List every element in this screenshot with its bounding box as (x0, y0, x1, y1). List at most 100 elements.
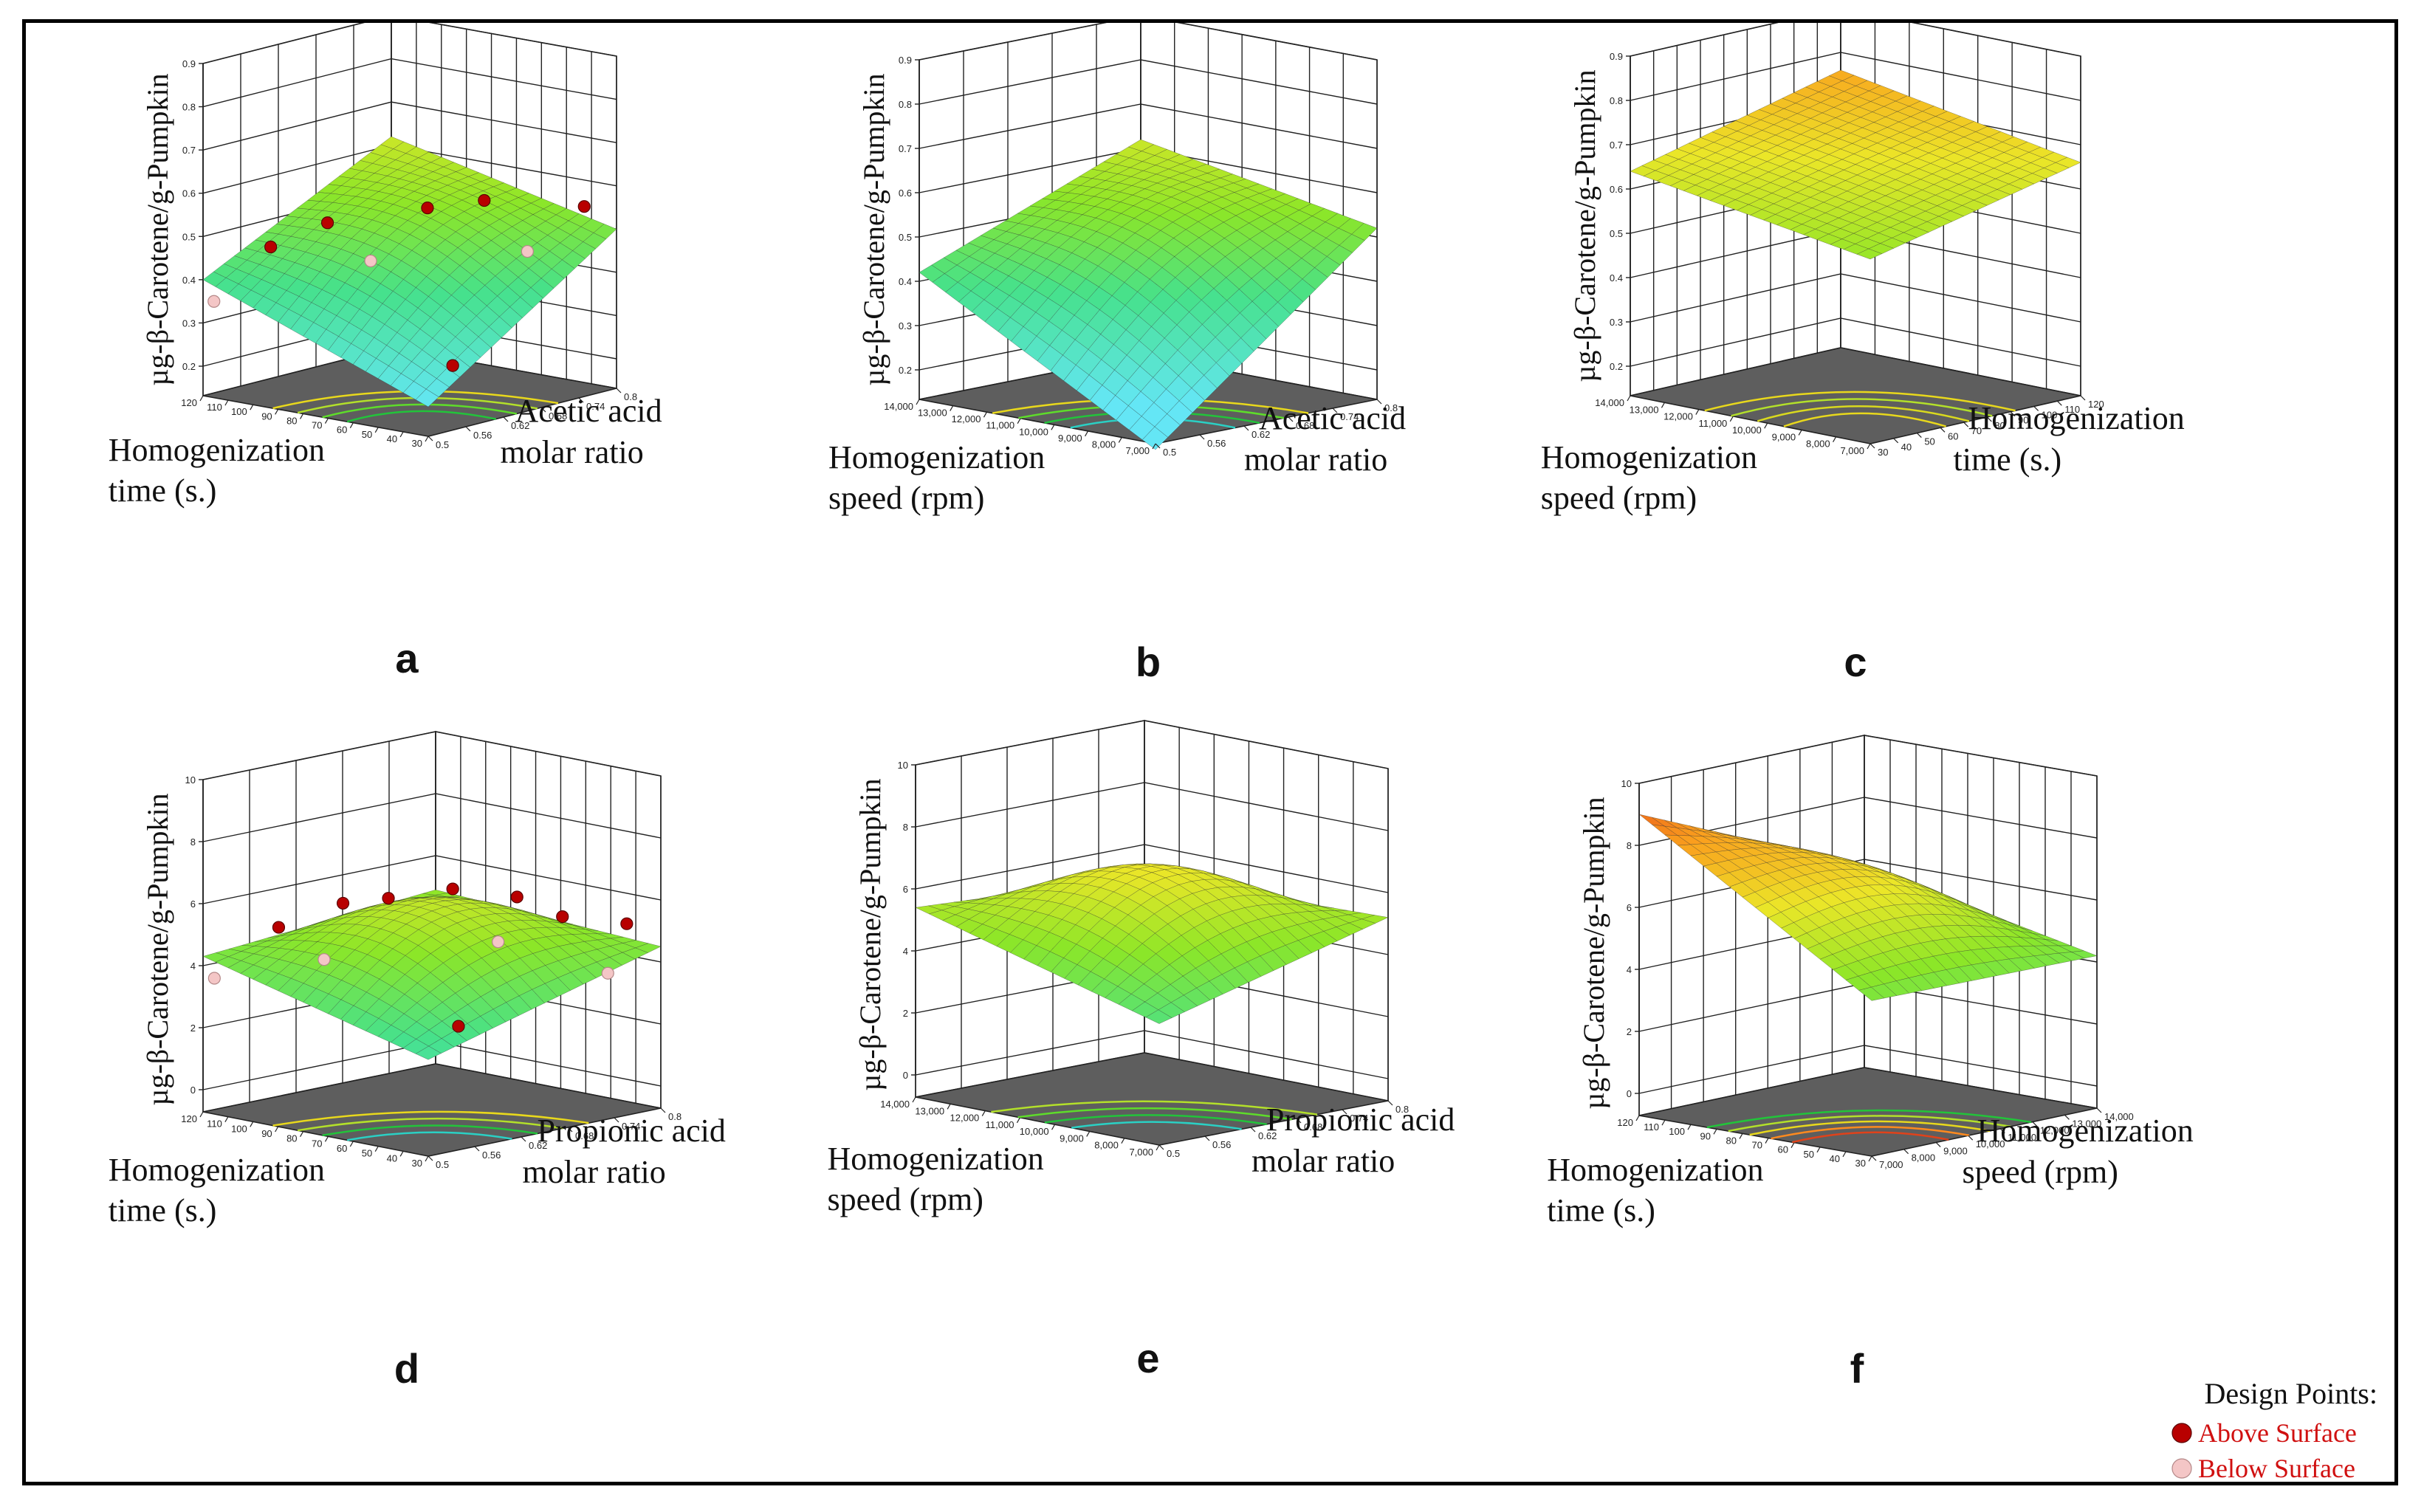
right-axis-tick (503, 416, 509, 422)
z-axis-title: µg-β-Carotene/g-Pumpkin (1568, 69, 1601, 382)
panel-b: 0.2 0.3 0.4 0.5 0.6 0.7 0.8 0.9 7,000 8,000 9,000 1… (828, 23, 1406, 685)
design-point-above (336, 896, 350, 910)
right-axis-tick-label: 0.8 (668, 1111, 681, 1122)
z-axis-title: µg-β-Carotene/g-Pumpkin (141, 73, 174, 385)
contour-line (1706, 1109, 2032, 1129)
surface-cell (1858, 986, 1885, 1001)
right-axis-title: molar ratio (501, 434, 644, 470)
left-axis-title: speed (rpm) (828, 480, 984, 516)
left-axis-tick-label: 60 (337, 425, 347, 436)
right-axis-tick-label: 10,000 (1976, 1138, 2005, 1150)
right-axis-tick-label: 100 (2042, 409, 2058, 420)
left-axis-tick (1729, 416, 1734, 422)
left-axis-tick (1798, 430, 1802, 436)
left-axis-title: Homogenization (1541, 439, 1757, 475)
contour-line (1792, 1131, 1949, 1144)
left-axis-tick (1051, 1124, 1056, 1130)
left-axis-tick-label: 14,000 (880, 1099, 910, 1110)
left-axis-tick (349, 1141, 354, 1147)
left-axis-tick-label: 110 (207, 402, 222, 413)
z-axis-title: µg-β-Carotene/g-Pumpkin (1577, 797, 1610, 1109)
left-axis-tick (1661, 1119, 1666, 1126)
right-axis-tick (1155, 443, 1161, 449)
right-axis-tick-label: 110 (2064, 404, 2080, 415)
right-axis-tick (540, 407, 546, 413)
left-axis-tick (1627, 395, 1631, 402)
contour-line (1728, 1115, 2011, 1133)
right-axis-tick-label: 0.5 (1163, 447, 1176, 458)
right-axis-tick (1903, 1149, 1909, 1155)
left-axis-tick-label: 70 (1752, 1140, 1762, 1151)
left-axis-tick (199, 1111, 204, 1118)
right-axis-tick-label: 0.5 (436, 1159, 449, 1170)
left-axis-tick-label: 7,000 (1129, 1147, 1153, 1158)
right-axis-tick (578, 397, 584, 403)
right-axis-tick (614, 1117, 619, 1123)
surface-cell (415, 1045, 442, 1060)
left-axis-tick-label: 120 (1617, 1117, 1633, 1128)
right-axis-title: Propionic acid (1266, 1102, 1455, 1138)
right-axis-title: time (s.) (1954, 441, 2062, 478)
right-axis-tick-label: 14,000 (2104, 1111, 2134, 1122)
right-axis-tick-label: 70 (1971, 425, 1982, 436)
left-axis-tick (1121, 1138, 1125, 1144)
z-tick-label: 6 (190, 898, 196, 910)
z-tick-label: 8 (190, 836, 196, 848)
right-axis-tick (2056, 400, 2062, 406)
right-axis-tick (1250, 1127, 1256, 1133)
right-axis-tick (1158, 1144, 1164, 1150)
z-axis-title: µg-β-Carotene/g-Pumpkin (857, 73, 890, 385)
left-axis-tick-label: 10,000 (1019, 426, 1048, 437)
z-tick-label: 4 (1627, 964, 1632, 975)
left-axis-tick-label: 110 (1644, 1121, 1659, 1133)
design-point-above (446, 882, 459, 896)
left-axis-tick-label: 50 (1804, 1149, 1814, 1160)
z-tick-label: 0.6 (182, 188, 196, 199)
right-axis-tick-label: 0.74 (1350, 1113, 1368, 1124)
z-tick-label: 0.6 (1610, 184, 1623, 195)
design-point-above (446, 359, 459, 372)
left-axis-tick (1118, 437, 1122, 443)
left-axis-tick-label: 12,000 (1664, 411, 1693, 422)
left-axis-tick (425, 436, 429, 442)
panel-letter: a (395, 635, 419, 681)
contour-line (1771, 1126, 1970, 1140)
left-axis-tick-label: 13,000 (918, 408, 947, 419)
right-axis-tick (1243, 425, 1249, 431)
right-axis-tick (465, 426, 471, 432)
design-point-above (620, 917, 634, 930)
left-axis-tick (916, 399, 920, 405)
left-axis-tick (1085, 430, 1089, 437)
right-axis-title: Acetic acid (1259, 400, 1406, 436)
legend-title: Design Points: (2205, 1377, 2377, 1410)
right-axis-tick-label: 30 (1878, 447, 1888, 458)
z-tick-label: 2 (1627, 1026, 1632, 1037)
right-axis-tick-label: 8,000 (1912, 1152, 1936, 1164)
left-axis-tick-label: 90 (1700, 1130, 1711, 1141)
design-point-below (207, 295, 221, 308)
left-axis-tick (275, 1126, 279, 1133)
left-axis-tick-label: 30 (412, 1158, 422, 1169)
left-axis-tick-label: 100 (231, 1123, 247, 1134)
design-point-below (364, 254, 377, 268)
response-surface (202, 889, 662, 1060)
right-axis-title: Propionic acid (538, 1113, 726, 1149)
left-axis-tick-label: 60 (337, 1143, 347, 1154)
left-axis-tick-label: 9,000 (1060, 1133, 1084, 1144)
left-axis-tick (1017, 418, 1021, 425)
right-axis-tick-label: 0.62 (1258, 1130, 1277, 1141)
panel-letter: f (1850, 1345, 1864, 1392)
left-axis-tick (250, 404, 254, 410)
right-axis-title: Homogenization (1977, 1113, 2194, 1149)
panel-letter: b (1136, 639, 1161, 685)
left-axis-tick (1842, 1151, 1847, 1158)
z-tick-label: 0.5 (1610, 228, 1623, 239)
legend-below-label: Below Surface (2198, 1454, 2355, 1482)
surface-cell (1856, 248, 1883, 260)
right-axis-tick (2096, 1107, 2102, 1113)
contour-line (991, 1100, 1318, 1116)
response-surface (202, 136, 617, 408)
surface-cell (1141, 426, 1169, 450)
left-axis-tick-label: 12,000 (952, 413, 981, 425)
contour-line (1757, 405, 1970, 422)
